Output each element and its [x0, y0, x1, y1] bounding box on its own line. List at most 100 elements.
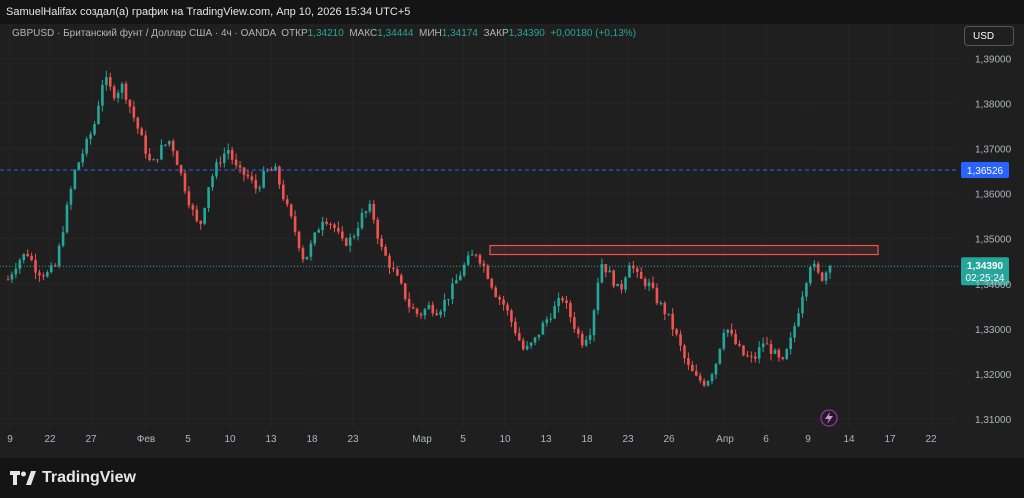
candle-body — [580, 333, 584, 346]
candle-body — [325, 221, 328, 224]
candle-body — [647, 282, 651, 286]
candle-body — [820, 272, 824, 281]
candle-body — [679, 334, 682, 346]
candle-body — [388, 255, 391, 268]
candle-body — [415, 308, 419, 314]
candle-body — [561, 298, 564, 301]
candle-body — [73, 169, 77, 189]
candle-body — [69, 188, 73, 205]
candle-body — [651, 282, 655, 288]
candle-body — [10, 274, 14, 280]
candle-body — [663, 303, 667, 315]
candle-body — [337, 228, 340, 232]
candle-body — [541, 322, 545, 335]
candle-body — [671, 313, 674, 330]
candle-body — [293, 216, 297, 232]
candle-body — [144, 135, 147, 154]
x-tick-label: 27 — [85, 434, 97, 445]
x-tick-label: Апр — [716, 434, 734, 445]
countdown-label: 02:25:24 — [966, 273, 1005, 284]
candle-body — [372, 203, 376, 220]
candle-body — [576, 328, 580, 334]
candle-body — [207, 187, 210, 208]
candle-body — [42, 275, 45, 277]
x-tick-label: 6 — [763, 434, 769, 445]
candle-body — [746, 355, 749, 357]
x-tick-label: 22 — [925, 434, 937, 445]
candle-body — [364, 211, 368, 214]
candle-body — [57, 245, 61, 266]
candle-body — [148, 153, 151, 161]
candle-body — [333, 224, 336, 229]
open-label: ОТКР — [281, 28, 308, 39]
x-tick-label: 10 — [224, 434, 236, 445]
x-tick-label: 18 — [306, 434, 318, 445]
candle-body — [246, 174, 250, 177]
candle-body — [305, 256, 309, 260]
candle-body — [49, 265, 53, 273]
candle-body — [270, 169, 273, 171]
candle-body — [30, 255, 33, 261]
candle-body — [828, 266, 832, 273]
candle-body — [639, 271, 643, 279]
candle-body — [230, 150, 234, 160]
tradingview-logo-icon — [10, 471, 36, 485]
low-value: 1,34174 — [441, 28, 478, 39]
dashed-line-price-tag — [961, 161, 1009, 178]
candle-body — [506, 304, 509, 311]
candle-body — [502, 299, 505, 305]
candle-body — [274, 166, 277, 171]
x-tick-label: 17 — [884, 434, 896, 445]
x-tick-label: Мар — [412, 434, 432, 445]
candle-body — [793, 326, 796, 338]
candle-body — [816, 263, 820, 273]
low-label: МИН — [419, 28, 442, 39]
candle-body — [474, 254, 478, 256]
x-tick-label: Фев — [137, 434, 155, 445]
candle-body — [423, 309, 427, 316]
candle-body — [659, 303, 663, 305]
currency-button[interactable]: USD — [964, 26, 1014, 46]
chart-area[interactable]: 1,36526 1,34390 02:25:24 1,31000 1,32000 1,3… — [0, 24, 1024, 458]
x-tick-label: 14 — [843, 434, 855, 445]
y-tick-label: 1,33000 — [975, 325, 1012, 336]
symbol-name: GBPUSD · Британский фунт / Доллар США · … — [12, 28, 276, 39]
candle-body — [152, 159, 155, 161]
lightning-icon[interactable] — [820, 409, 838, 427]
candle-body — [116, 92, 120, 99]
candle-body — [588, 335, 592, 340]
bottom-bar: TradingView — [0, 458, 1024, 498]
candle-body — [797, 313, 800, 327]
candle-body — [164, 144, 167, 146]
candle-body — [569, 303, 572, 318]
x-tick-label: 9 — [805, 434, 811, 445]
candle-body — [254, 180, 258, 189]
candle-body — [565, 300, 568, 304]
candle-body — [616, 283, 619, 287]
candle-body — [81, 153, 85, 163]
candle-body — [458, 275, 462, 281]
candle-body — [46, 272, 49, 277]
candle-body — [517, 333, 521, 341]
close-value: 1,34390 — [508, 28, 545, 39]
candle-body — [85, 138, 88, 154]
close-label: ЗАКР — [483, 28, 509, 39]
symbol-legend: GBPUSD · Британский фунт / Доллар США · … — [12, 26, 636, 42]
x-tick-label: 5 — [460, 434, 466, 445]
candle-body — [447, 299, 450, 301]
resistance-rectangle[interactable] — [489, 244, 879, 256]
candle-body — [624, 277, 627, 290]
candle-body — [494, 287, 497, 297]
candle-body — [238, 165, 242, 168]
candle-body — [329, 223, 332, 225]
y-tick-label: 1,37000 — [975, 145, 1012, 156]
candle-body — [514, 321, 517, 334]
candle-body — [400, 275, 403, 284]
candle-body — [765, 343, 769, 345]
candle-body — [223, 153, 226, 163]
tradingview-logo[interactable]: TradingView — [10, 468, 136, 488]
candle-body — [824, 272, 828, 281]
candle-body — [53, 265, 57, 267]
candle-body — [525, 345, 529, 350]
